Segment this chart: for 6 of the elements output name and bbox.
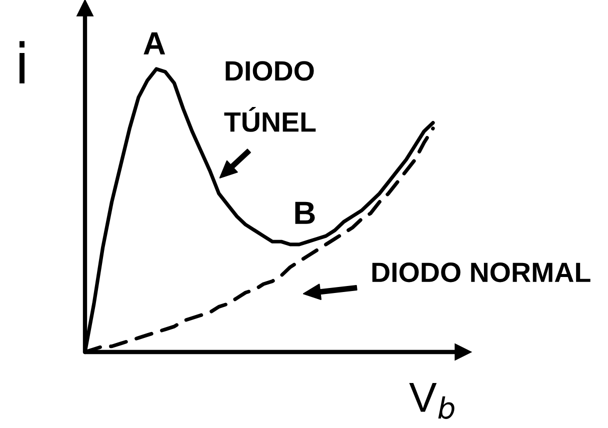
series-label: DIODO NORMAL xyxy=(372,262,590,282)
x-axis-title: V$_{b}$ xyxy=(409,383,454,419)
annotation: A xyxy=(144,32,166,54)
series-label: DIODO TÚNEL xyxy=(224,61,316,132)
y-axis-title: i xyxy=(20,41,25,84)
annotation: B xyxy=(295,202,315,224)
